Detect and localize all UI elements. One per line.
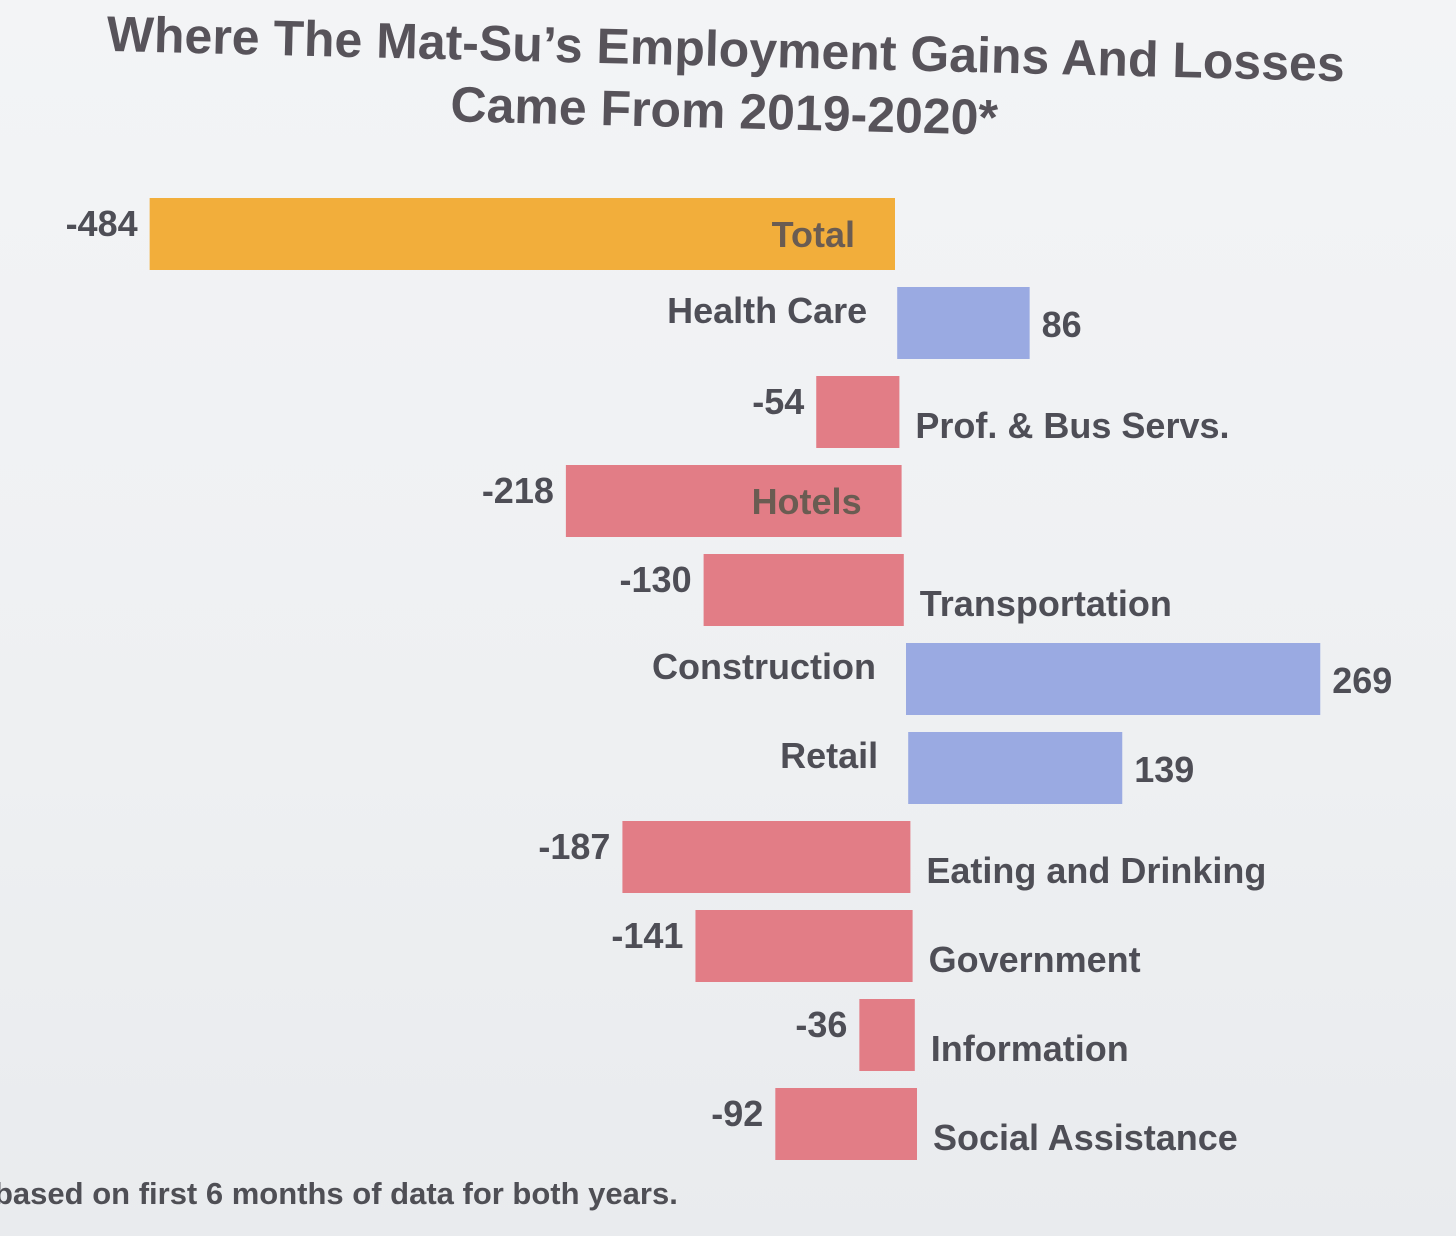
category-label-hotels: Hotels <box>752 481 862 522</box>
bar-information <box>859 999 915 1071</box>
bar-government <box>695 910 913 982</box>
bar-social-assistance <box>775 1088 917 1160</box>
value-label-eating-and-drinking: -187 <box>538 826 610 867</box>
bar-retail <box>908 732 1123 804</box>
category-label-social-assistance: Social Assistance <box>933 1117 1238 1158</box>
category-label-prof-and-bus-servs: Prof. & Bus Servs. <box>915 405 1229 446</box>
category-label-retail: Retail <box>780 735 878 776</box>
value-label-hotels: -218 <box>482 470 554 511</box>
value-label-transportation: -130 <box>620 559 692 600</box>
category-label-total: Total <box>772 214 855 255</box>
category-label-eating-and-drinking: Eating and Drinking <box>926 850 1266 891</box>
bar-construction <box>906 643 1321 715</box>
value-label-government: -141 <box>611 915 683 956</box>
value-label-retail: 139 <box>1134 749 1194 790</box>
chart-title: Where The Mat-Su’s Employment Gains And … <box>106 5 1346 146</box>
bar-eating-and-drinking <box>622 821 911 893</box>
category-label-government: Government <box>929 939 1141 980</box>
bar-prof-and-bus-servs <box>816 376 900 448</box>
category-label-information: Information <box>931 1028 1129 1069</box>
value-label-construction: 269 <box>1332 660 1392 701</box>
category-label-construction: Construction <box>652 646 876 687</box>
value-label-information: -36 <box>795 1004 847 1045</box>
value-label-total: -484 <box>66 203 138 244</box>
value-label-prof-and-bus-servs: -54 <box>752 381 804 422</box>
category-label-health-care: Health Care <box>667 290 867 331</box>
bar-transportation <box>703 554 904 626</box>
value-label-social-assistance: -92 <box>711 1093 763 1134</box>
bar-health-care <box>897 287 1030 359</box>
bar-chart: -484 Total 86 Health Care -54 Prof. & Bus Ser… <box>66 198 1392 1160</box>
category-label-transportation: Transportation <box>920 583 1172 624</box>
bar-hotels <box>565 465 902 537</box>
bar-total <box>149 198 895 270</box>
footnote: based on first 6 months of data for both… <box>0 1176 678 1211</box>
value-label-health-care: 86 <box>1042 304 1082 345</box>
